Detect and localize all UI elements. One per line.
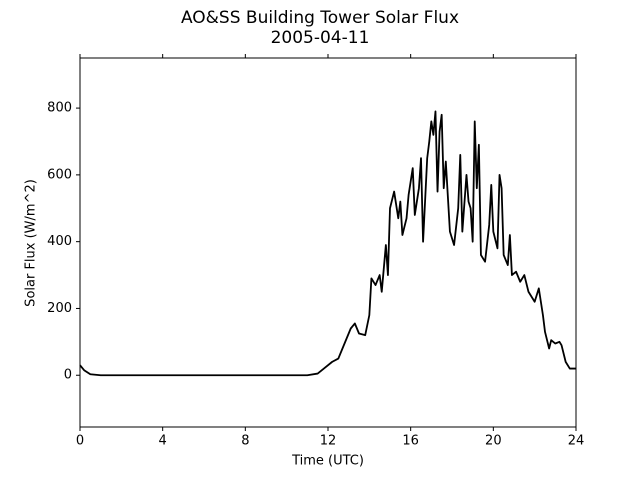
x-tick-label: 8 — [241, 434, 249, 449]
chart-title: AO&SS Building Tower Solar Flux — [181, 8, 459, 28]
y-tick-label: 200 — [47, 301, 72, 316]
x-tick-label: 0 — [76, 434, 84, 449]
y-tick-label: 800 — [47, 101, 72, 116]
y-tick-label: 400 — [47, 234, 72, 249]
x-axis-label: Time (UTC) — [291, 454, 364, 469]
y-axis-label: Solar Flux (W/m^2) — [24, 179, 39, 307]
x-tick-label: 12 — [320, 434, 337, 449]
y-tick-label: 600 — [47, 167, 72, 182]
y-tick-label: 0 — [64, 368, 72, 383]
data-line — [79, 110, 576, 377]
x-tick-label: 24 — [568, 434, 585, 449]
chart-subtitle: 2005-04-11 — [271, 28, 370, 48]
x-tick-label: 16 — [402, 434, 419, 449]
x-tick-label: 4 — [159, 434, 167, 449]
plot-frame — [79, 57, 577, 428]
x-tick-label: 20 — [485, 434, 502, 449]
